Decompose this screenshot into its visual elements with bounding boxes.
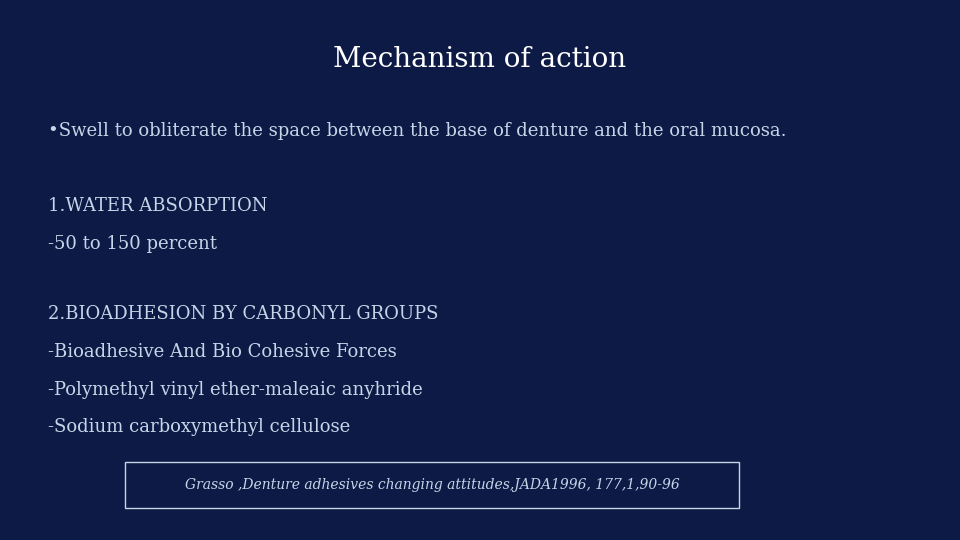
FancyBboxPatch shape bbox=[125, 462, 739, 508]
Text: •Swell to obliterate the space between the base of denture and the oral mucosa.: •Swell to obliterate the space between t… bbox=[48, 122, 786, 139]
Text: 1.WATER ABSORPTION: 1.WATER ABSORPTION bbox=[48, 197, 268, 215]
Text: 2.BIOADHESION BY CARBONYL GROUPS: 2.BIOADHESION BY CARBONYL GROUPS bbox=[48, 305, 439, 323]
Text: Grasso ,Denture adhesives changing attitudes,JADA1996, 177,1,90-96: Grasso ,Denture adhesives changing attit… bbox=[184, 478, 680, 492]
Text: -Polymethyl vinyl ether-maleaic anyhride: -Polymethyl vinyl ether-maleaic anyhride bbox=[48, 381, 422, 399]
Text: -Bioadhesive And Bio Cohesive Forces: -Bioadhesive And Bio Cohesive Forces bbox=[48, 343, 396, 361]
Text: Mechanism of action: Mechanism of action bbox=[333, 46, 627, 73]
Text: -Sodium carboxymethyl cellulose: -Sodium carboxymethyl cellulose bbox=[48, 418, 350, 436]
Text: -50 to 150 percent: -50 to 150 percent bbox=[48, 235, 217, 253]
